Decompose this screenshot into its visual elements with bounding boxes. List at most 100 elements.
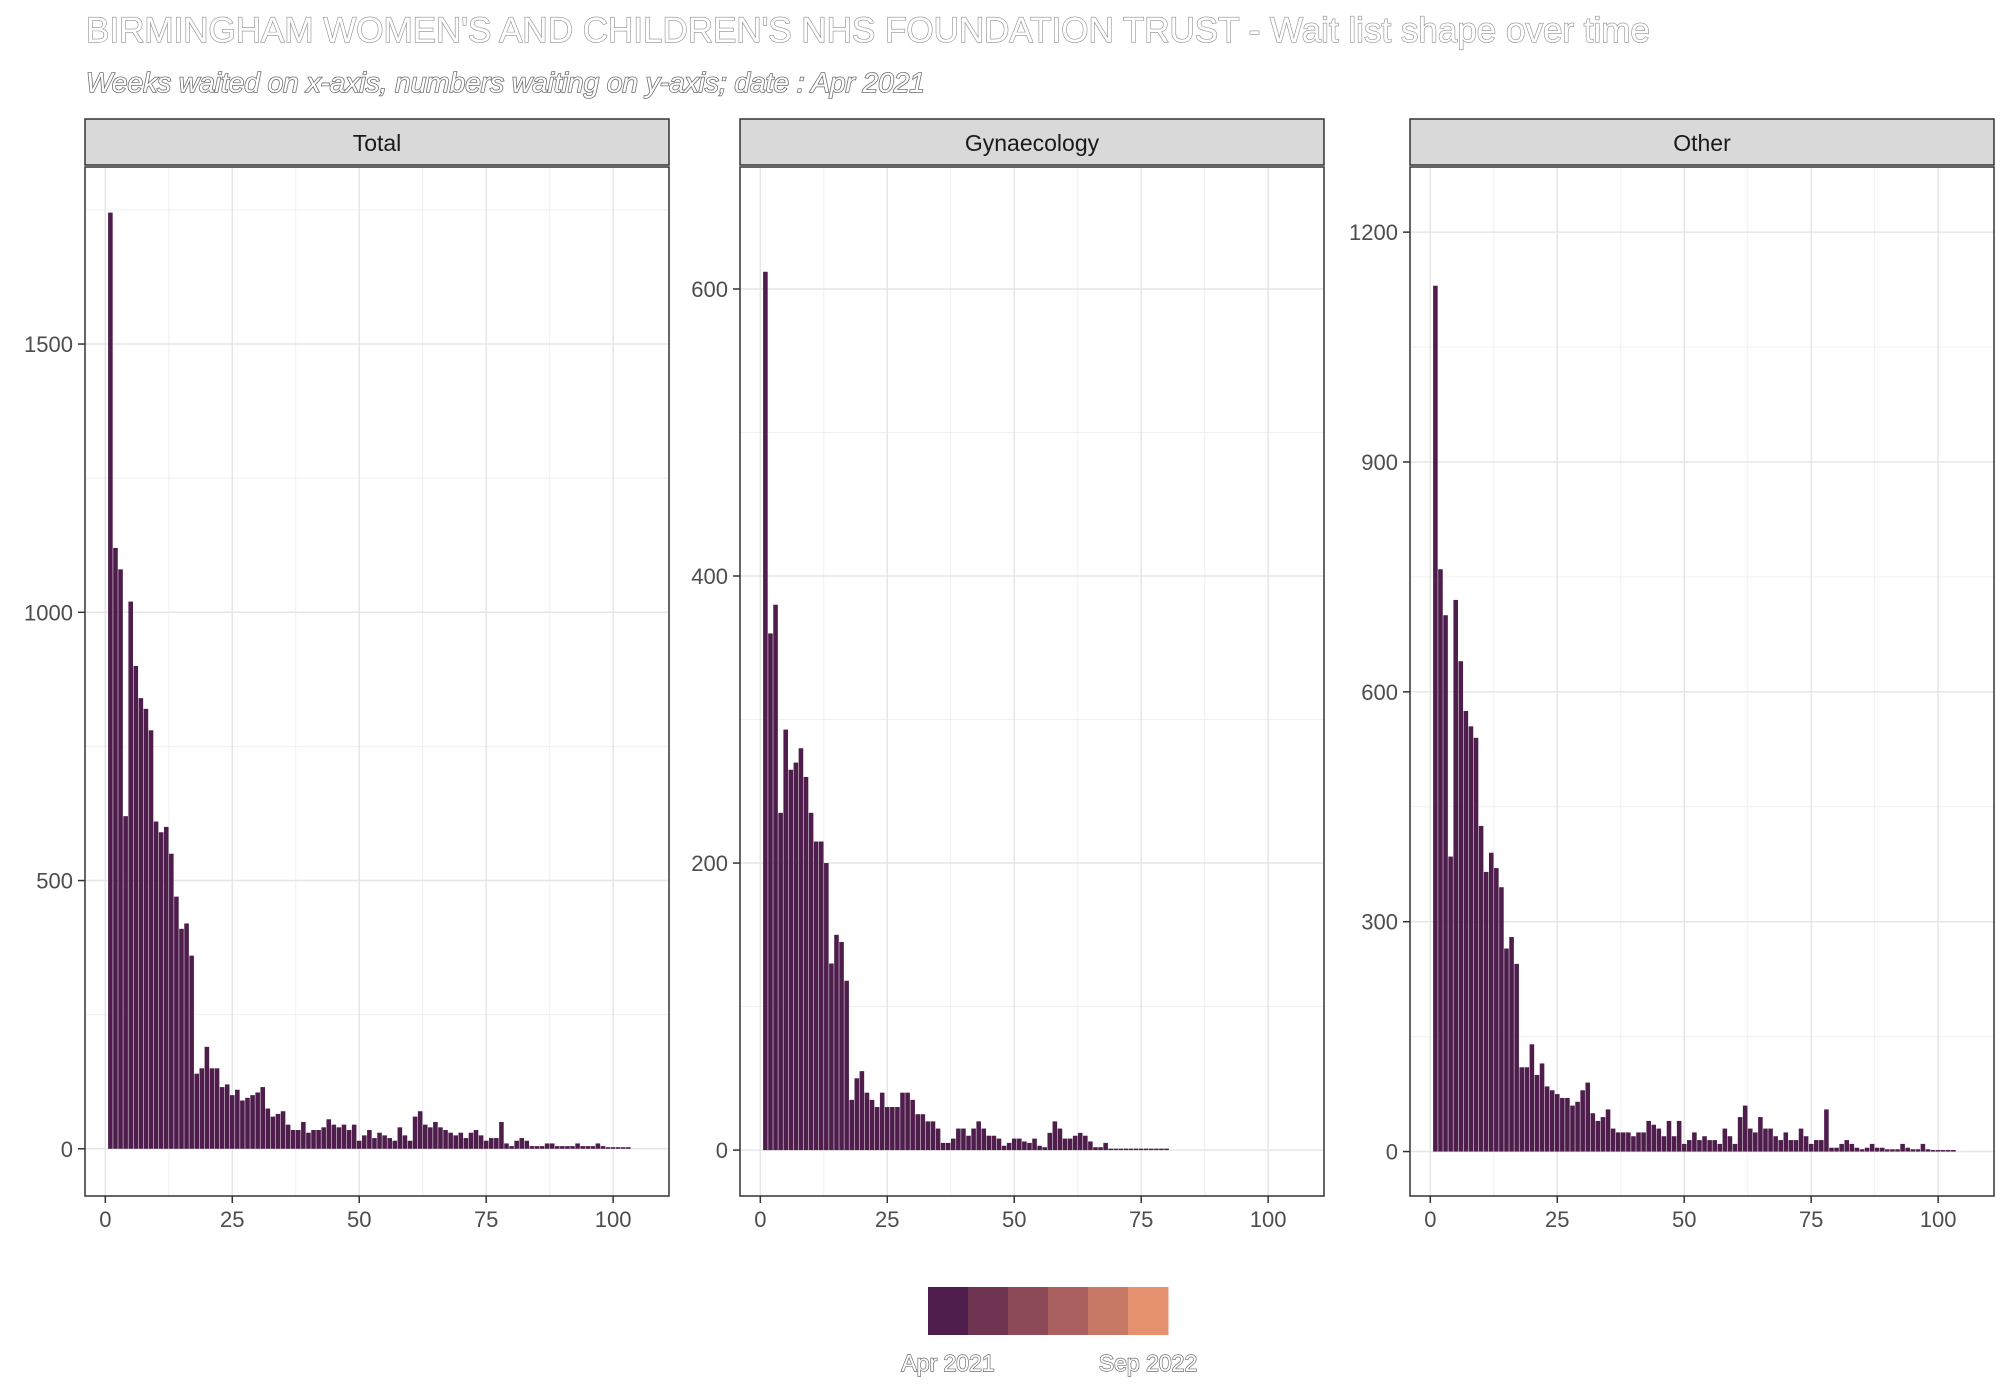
bar	[1047, 1132, 1053, 1151]
bar	[600, 1146, 606, 1149]
bar	[382, 1135, 387, 1149]
bar	[1676, 1120, 1682, 1152]
bar	[488, 1138, 494, 1149]
bar	[1925, 1149, 1931, 1152]
bar	[1879, 1147, 1885, 1152]
bar	[554, 1146, 560, 1149]
x-tick-label: 25	[220, 1207, 244, 1232]
bar	[331, 1124, 337, 1149]
bar	[900, 1092, 905, 1151]
bar	[240, 1100, 245, 1149]
bar	[1661, 1136, 1667, 1152]
y-tick-label: 200	[691, 851, 728, 876]
bar	[336, 1127, 342, 1149]
bar	[951, 1138, 956, 1151]
y-tick-label: 0	[61, 1137, 73, 1162]
legend-swatch	[1128, 1287, 1169, 1335]
bar	[306, 1132, 311, 1149]
bar	[590, 1146, 596, 1149]
bar	[204, 1046, 210, 1149]
bar	[148, 730, 154, 1149]
x-tick-label: 50	[1002, 1207, 1026, 1232]
x-tick-label: 0	[754, 1207, 766, 1232]
y-tick-label: 300	[1361, 910, 1398, 935]
bar	[1758, 1117, 1763, 1152]
bar	[1159, 1148, 1164, 1151]
bar	[1575, 1101, 1580, 1152]
bar	[849, 1099, 855, 1151]
bar	[956, 1128, 961, 1151]
bar	[1722, 1128, 1728, 1152]
bar	[1829, 1147, 1834, 1152]
bar	[1514, 963, 1519, 1152]
bar	[1636, 1132, 1641, 1152]
bar	[387, 1138, 392, 1149]
bar	[1621, 1132, 1626, 1152]
bar	[1494, 868, 1499, 1152]
bar	[428, 1127, 433, 1149]
bar	[1600, 1117, 1606, 1152]
bar	[143, 708, 149, 1149]
bar	[321, 1127, 326, 1149]
bar	[362, 1135, 367, 1149]
bar	[626, 1147, 631, 1149]
bars	[108, 212, 631, 1149]
bar	[544, 1143, 550, 1149]
bar	[1808, 1143, 1814, 1152]
bar	[199, 1068, 205, 1149]
bar	[575, 1143, 580, 1149]
bar	[453, 1135, 458, 1149]
bar	[930, 1121, 936, 1151]
panel-other: Other 0 25 50 75 100 0 300 600 900 1200	[1349, 118, 1995, 1232]
bar	[1824, 1109, 1829, 1152]
bar	[879, 1092, 885, 1151]
bar	[514, 1140, 519, 1149]
bar	[1793, 1140, 1799, 1152]
bar	[1062, 1138, 1068, 1151]
bar	[1083, 1135, 1088, 1151]
bar	[1864, 1147, 1870, 1152]
bar	[1032, 1138, 1037, 1151]
bar	[301, 1121, 306, 1149]
bar	[1057, 1128, 1063, 1151]
bar	[768, 633, 773, 1151]
panel-border	[739, 166, 1325, 1197]
bar	[1478, 825, 1484, 1152]
bar	[280, 1111, 286, 1149]
bar	[1687, 1140, 1692, 1152]
bar	[1072, 1135, 1078, 1151]
y-tick-label: 1500	[24, 332, 73, 357]
bar	[1666, 1120, 1672, 1152]
bar	[265, 1108, 271, 1149]
bar	[859, 1071, 865, 1151]
bar	[1448, 856, 1453, 1152]
bar	[1052, 1121, 1058, 1151]
bar	[605, 1147, 611, 1149]
bar	[245, 1097, 250, 1149]
bar	[1113, 1148, 1119, 1151]
bar	[235, 1089, 240, 1149]
bar	[1590, 1113, 1596, 1152]
bar	[1656, 1128, 1662, 1152]
bar	[260, 1087, 266, 1149]
bar	[153, 821, 159, 1149]
y-tick-label: 600	[1361, 680, 1398, 705]
bar	[818, 841, 824, 1151]
bar	[1027, 1142, 1032, 1151]
bar	[1803, 1136, 1809, 1152]
bar	[1631, 1136, 1636, 1152]
bar	[108, 212, 113, 1149]
bar	[296, 1130, 301, 1149]
bar	[565, 1146, 570, 1149]
bar	[494, 1138, 499, 1149]
bars	[763, 271, 1169, 1151]
facet-strip	[1409, 118, 1995, 166]
bar	[905, 1092, 910, 1151]
bar	[1488, 852, 1494, 1152]
bar	[560, 1146, 565, 1149]
bar	[504, 1143, 509, 1149]
bar	[864, 1092, 870, 1151]
bar	[473, 1130, 479, 1149]
bar	[1149, 1148, 1154, 1151]
bar	[1123, 1148, 1129, 1151]
